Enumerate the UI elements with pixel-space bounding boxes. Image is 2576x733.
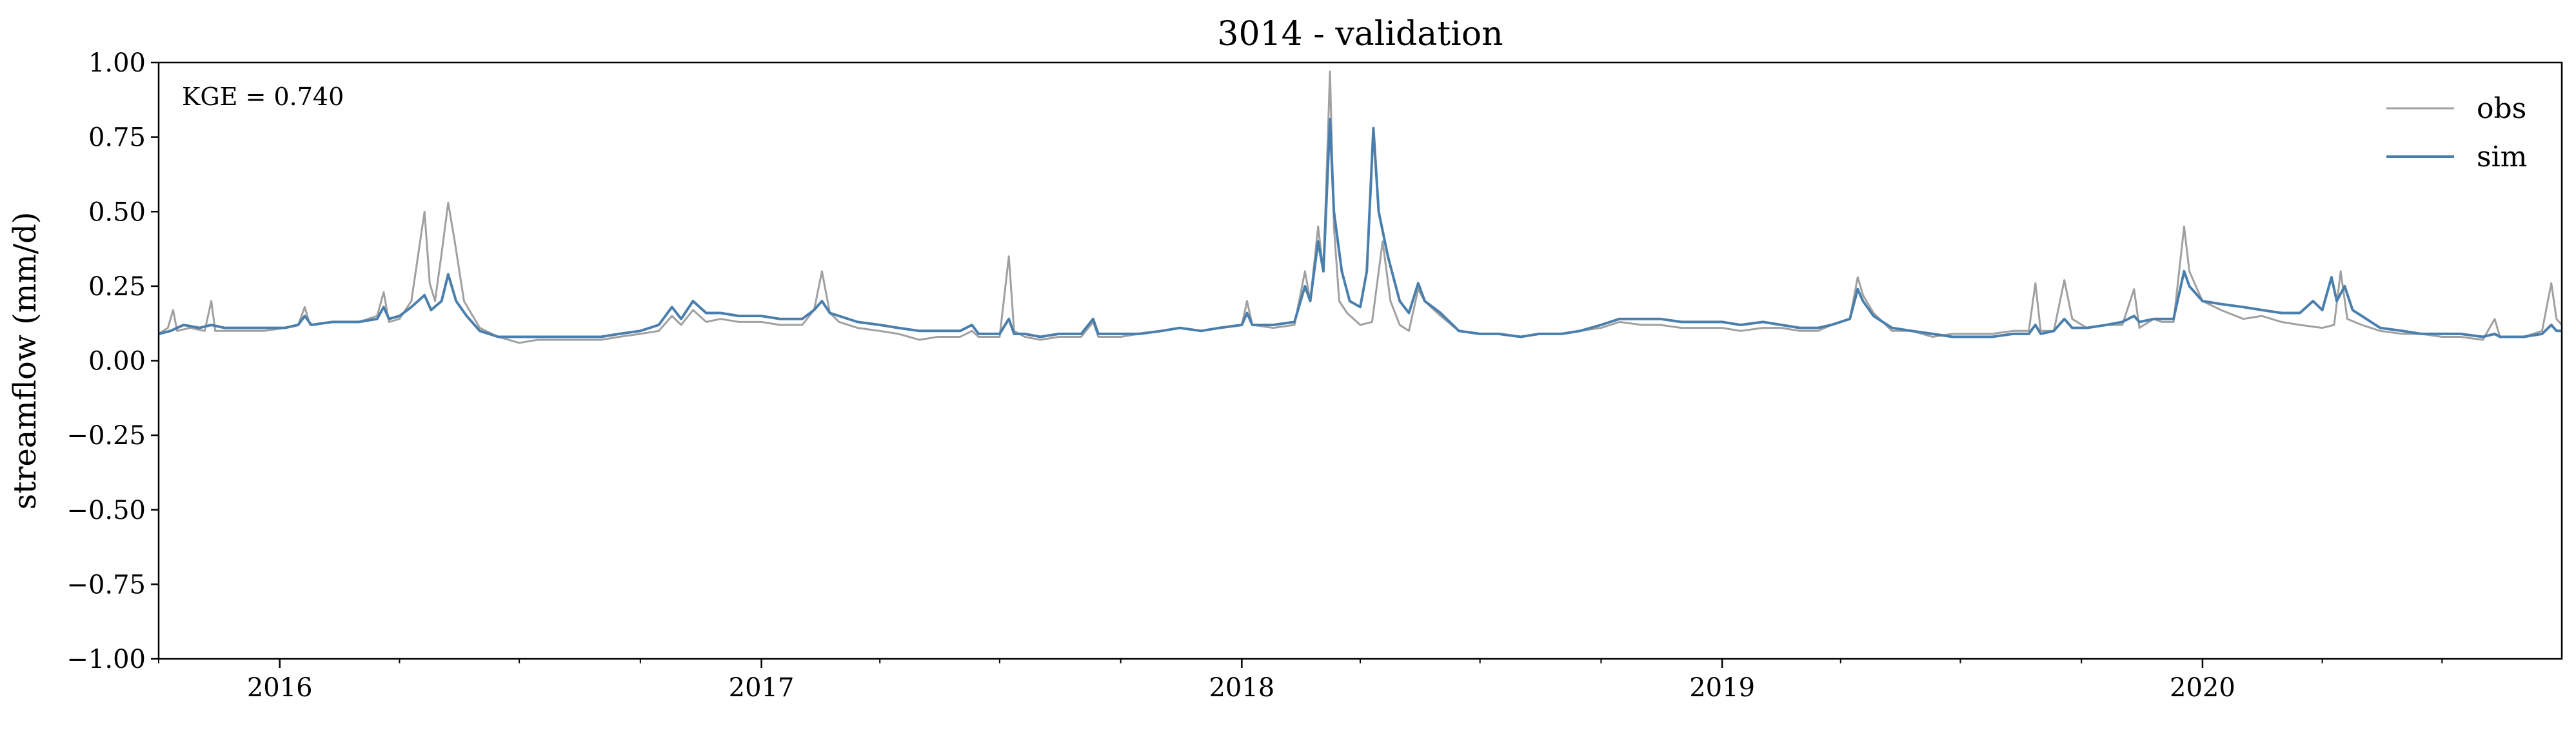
series-line-sim xyxy=(159,117,2562,338)
x-tick-label: 2020 xyxy=(2170,673,2235,703)
y-tick-label: −0.50 xyxy=(66,496,146,525)
x-axis-minor-ticks xyxy=(158,659,2443,663)
plot-frame xyxy=(157,61,2563,660)
legend: obs sim xyxy=(2386,92,2527,173)
y-tick-label: −1.00 xyxy=(66,645,146,674)
x-tick-label: 2016 xyxy=(247,673,313,703)
axes-layer: −1.00 −0.75 −0.50 −0.25 0.00 0.25 0.50 0.75 1.00… xyxy=(66,48,2563,703)
y-axis-ticks: −1.00 −0.75 −0.50 −0.25 0.00 0.25 0.50 0.75 1.00 xyxy=(66,48,159,674)
y-tick-label: −0.25 xyxy=(66,421,146,451)
kge-annotation: KGE = 0.740 xyxy=(182,83,344,111)
y-tick-label: −0.75 xyxy=(66,570,146,600)
y-axis-label: streamflow (mm/d) xyxy=(7,211,43,509)
x-tick-label: 2019 xyxy=(1689,673,1755,703)
y-tick-label: 0.25 xyxy=(88,272,146,302)
y-tick-label: 0.75 xyxy=(88,123,146,153)
chart-title: 3014 - validation xyxy=(1217,15,1503,54)
y-tick-label: 0.50 xyxy=(88,197,146,227)
legend-label-obs: obs xyxy=(2477,92,2526,125)
x-tick-label: 2018 xyxy=(1209,673,1274,703)
x-tick-label: 2017 xyxy=(729,673,795,703)
plot-layer xyxy=(159,70,2562,344)
y-tick-label: 1.00 xyxy=(88,48,146,78)
y-tick-label: 0.00 xyxy=(88,347,146,376)
x-axis-ticks: 2016 2017 2018 2019 2020 xyxy=(247,659,2235,703)
legend-label-sim: sim xyxy=(2477,141,2527,173)
